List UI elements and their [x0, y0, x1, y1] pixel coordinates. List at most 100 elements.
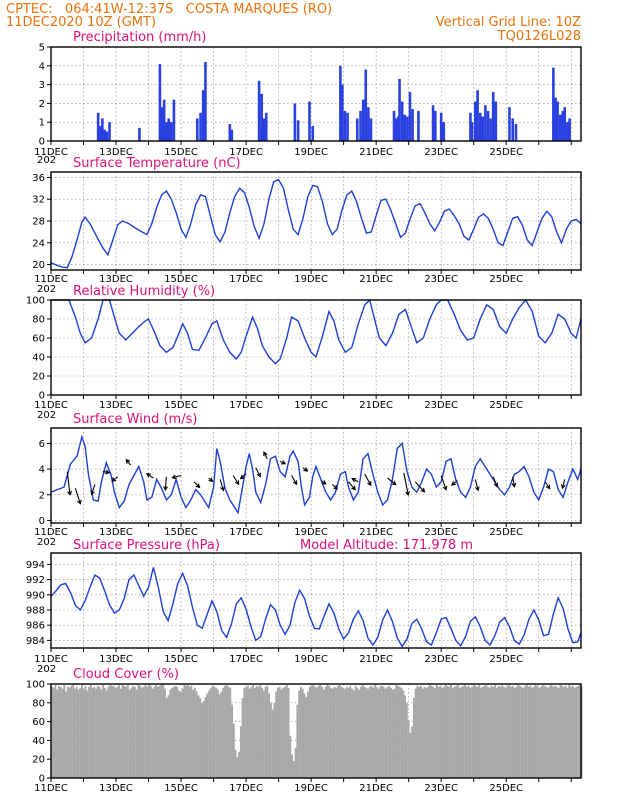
cloud-bar [386, 686, 389, 778]
cloud-bar [197, 695, 200, 778]
cloud-bar [388, 685, 391, 778]
cloud-bar [282, 687, 285, 778]
cloud-bar [561, 685, 564, 778]
cloud-bar [239, 726, 242, 778]
cloud-bar [307, 691, 309, 778]
cloud-bar [423, 686, 426, 778]
cloud-bar [107, 686, 110, 778]
wind-arrow [125, 458, 132, 466]
cloud-bar [400, 687, 403, 778]
wind-arrow [193, 481, 201, 489]
cloud-bar [450, 684, 452, 778]
cloud-bar [578, 684, 581, 778]
cloud-bar [451, 687, 454, 778]
cloud-bar [405, 702, 408, 778]
wind-arrow [163, 476, 168, 492]
cloud-bar [116, 686, 119, 778]
cloud-bar [517, 684, 520, 778]
panel-title: Cloud Cover (%) [73, 667, 179, 682]
y-tick-label: 60 [32, 717, 45, 728]
wind-arrow [90, 484, 96, 496]
cloud-bar [407, 719, 410, 778]
cloud-bar [347, 687, 350, 778]
cloud-bar [409, 732, 412, 778]
cloud-bar [441, 687, 444, 778]
precip-bar [484, 105, 487, 141]
cloud-bar [192, 689, 195, 778]
cloud-bar [527, 686, 530, 778]
cloud-bar [137, 684, 140, 778]
y-tick-label: 40 [32, 736, 45, 747]
cloud-bar [534, 684, 537, 778]
precip-bar [431, 105, 435, 141]
cloud-bar [319, 684, 322, 778]
precip-bar [552, 67, 555, 141]
x-tick-label: 23DEC [424, 274, 458, 285]
precip-bar [561, 110, 565, 141]
cloud-bar [367, 688, 369, 778]
wind-arrow [560, 479, 566, 490]
precip-bar [204, 62, 207, 141]
wind-arrow [511, 476, 517, 488]
model-altitude: Model Altitude: 171.978 m [300, 538, 473, 553]
x-tick-label: 25DEC [489, 274, 523, 285]
cloud-bar [73, 688, 76, 778]
cloud-bar [397, 685, 399, 778]
precip-bar [558, 114, 562, 141]
x-tick-label: 11DEC [34, 274, 68, 285]
cloud-bar [524, 685, 527, 778]
cloud-bar [162, 684, 165, 778]
cloud-bar [303, 693, 306, 778]
y-tick-label: 2 [39, 490, 45, 501]
cloud-bar [231, 704, 233, 778]
cloud-bar [577, 685, 580, 778]
cloud-bar [125, 686, 128, 778]
wind-arrow [414, 481, 426, 493]
y-tick-label: 2 [39, 99, 45, 110]
precip-bar [554, 97, 557, 141]
cloud-bar [98, 686, 101, 778]
precip-bar [395, 118, 398, 141]
cloud-bar [208, 690, 211, 778]
cloud-bar [195, 691, 198, 778]
y-tick-label: 20 [32, 755, 45, 766]
cloud-bar [411, 726, 414, 778]
cloud-bar [234, 749, 237, 778]
y-tick-label: 36 [32, 173, 45, 184]
y-tick-label: 100 [26, 680, 45, 691]
grid-line-note: Vertical Grid Line: 10Z [436, 15, 581, 30]
cloud-bar [211, 685, 214, 778]
cloud-bar [550, 684, 553, 778]
x-tick-label: 19DEC [294, 527, 328, 538]
precip-bar [196, 118, 199, 141]
cloud-bar [102, 684, 105, 778]
x-tick-label: 21DEC [359, 400, 393, 411]
cloud-bar [430, 685, 433, 778]
precip-bar [489, 118, 492, 141]
cloud-bar [421, 688, 424, 778]
cloud-bar [188, 686, 191, 778]
cloud-bar [432, 686, 435, 778]
cloud-bar [167, 695, 170, 778]
cloud-bar [82, 689, 85, 778]
x-tick-label: 19DEC [294, 274, 328, 285]
x-tick-label: 13DEC [99, 147, 133, 158]
cloud-bar [342, 687, 345, 778]
cloud-bar [264, 686, 267, 778]
x-tick-label: 21DEC [359, 783, 393, 794]
precip-bar [158, 63, 162, 141]
series-line-pressure [50, 567, 582, 648]
wind-arrow [239, 473, 247, 480]
cloud-bar [425, 687, 428, 778]
wind-arrow [66, 471, 73, 496]
cloud-bar [458, 687, 461, 778]
cloud-bar [467, 685, 470, 778]
cloud-bar [169, 689, 172, 778]
cloud-bar [118, 684, 120, 778]
cloud-bar [418, 686, 421, 778]
panel-cloud: 0 20 40 60 80 100 11DEC 13DEC 15DEC 17DEC 19DEC 21D… [26, 667, 583, 794]
cloud-bar [365, 687, 368, 778]
cloud-bar [178, 690, 181, 778]
cloud-bar [344, 688, 346, 778]
cloud-bar [324, 686, 327, 778]
